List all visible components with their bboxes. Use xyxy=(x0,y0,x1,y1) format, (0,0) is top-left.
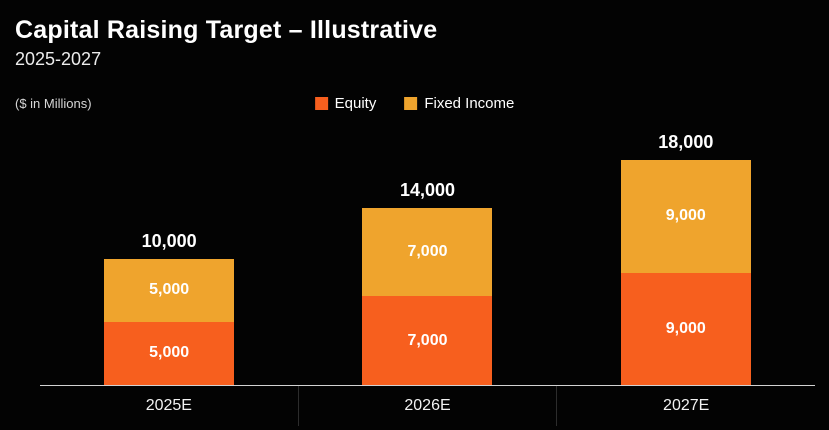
bar-segment-equity: 7,000 xyxy=(362,296,493,385)
stacked-bar: 9,000 9,000 xyxy=(620,160,751,385)
x-axis-label: 2027E xyxy=(556,386,815,426)
legend-item-equity: Equity xyxy=(314,95,377,112)
x-axis-label: 2026E xyxy=(297,386,557,426)
segment-value-label: 5,000 xyxy=(149,281,190,299)
plot-area: 10,000 5,000 5,000 14,000 7,000 7,000 18,000 9,… xyxy=(40,132,815,386)
segment-value-label: 7,000 xyxy=(407,243,448,261)
legend-item-fixed-income: Fixed Income xyxy=(404,95,514,112)
legend-label: Equity xyxy=(334,95,377,112)
segment-value-label: 5,000 xyxy=(149,344,190,362)
segment-value-label: 9,000 xyxy=(665,207,706,225)
equity-swatch-icon xyxy=(314,97,328,110)
x-axis-label: 2025E xyxy=(145,397,192,414)
bar-segment-fixed-income: 5,000 xyxy=(104,258,235,322)
bar-segment-fixed-income: 9,000 xyxy=(620,160,751,273)
segment-value-label: 7,000 xyxy=(407,331,448,349)
bar-total-label: 10,000 xyxy=(141,230,197,251)
units-label: ($ in Millions) xyxy=(15,96,92,111)
stacked-bar: 5,000 5,000 xyxy=(104,258,235,385)
x-axis-labels: 2025E 2026E 2027E xyxy=(40,386,815,426)
legend-label: Fixed Income xyxy=(424,95,515,112)
segment-value-label: 9,000 xyxy=(665,319,706,337)
bar-total-label: 18,000 xyxy=(658,132,714,152)
bar-segment-equity: 9,000 xyxy=(620,272,751,385)
stacked-bar: 7,000 7,000 xyxy=(362,207,493,385)
bar-slot: 14,000 7,000 7,000 xyxy=(298,132,556,385)
bar-slot: 18,000 9,000 9,000 xyxy=(557,132,815,385)
chart-header: Capital Raising Target – Illustrative 20… xyxy=(15,16,437,70)
bar-segment-equity: 5,000 xyxy=(104,321,235,385)
bar-slot: 10,000 5,000 5,000 xyxy=(40,132,298,385)
bar-total-label: 14,000 xyxy=(399,179,456,200)
legend: Equity Fixed Income xyxy=(314,95,514,112)
chart-title: Capital Raising Target – Illustrative xyxy=(15,16,438,44)
chart-subtitle: 2025-2027 xyxy=(15,49,102,69)
fixed-income-swatch-icon xyxy=(404,97,418,110)
bar-segment-fixed-income: 7,000 xyxy=(362,207,493,297)
